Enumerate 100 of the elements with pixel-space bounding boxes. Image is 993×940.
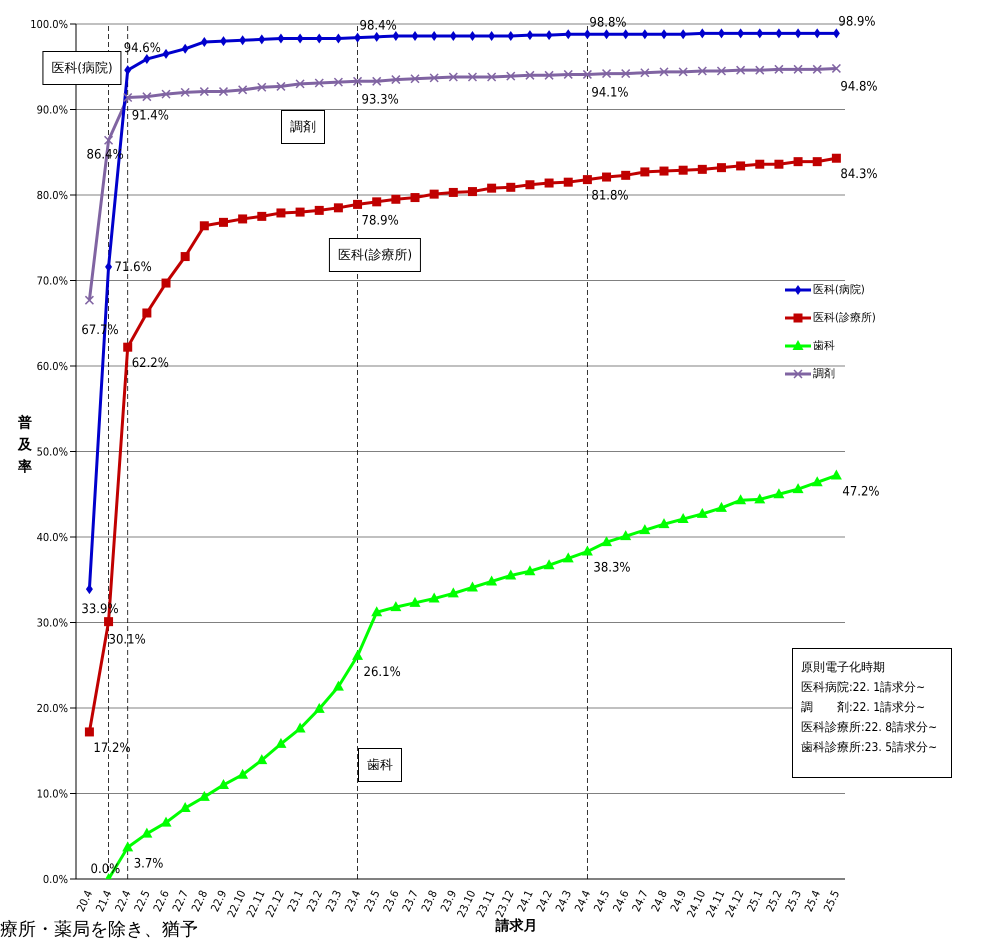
y-tick-label: 50.0% — [36, 445, 68, 458]
point — [773, 488, 784, 498]
x-tick-label: 21.4 — [93, 888, 114, 914]
y-tick-label: 90.0% — [36, 103, 68, 116]
point — [371, 606, 382, 616]
point — [755, 160, 764, 169]
x-tick-label: 23.7 — [400, 888, 421, 914]
point — [198, 790, 210, 801]
x-tick-label: 23.5 — [362, 888, 383, 914]
point — [84, 727, 94, 736]
point — [104, 617, 114, 626]
x-axis-title: 請求月 — [496, 918, 538, 935]
point — [391, 74, 401, 84]
x-tick-label: 22.7 — [170, 888, 192, 914]
point — [659, 67, 669, 77]
x-tick-label: 23.3 — [323, 888, 344, 914]
x-tick-label: 22.5 — [132, 888, 153, 914]
legend-label: 歯科 — [813, 338, 835, 354]
point — [372, 76, 382, 86]
point — [794, 157, 803, 166]
point — [294, 722, 306, 733]
point — [620, 530, 632, 540]
point — [812, 476, 823, 486]
x-tick-label: 23.4 — [342, 888, 364, 914]
point — [678, 166, 688, 175]
x-tick-label: 20.4 — [74, 888, 96, 914]
point — [754, 493, 766, 504]
data-label: 3.7% — [134, 856, 164, 872]
point — [620, 68, 630, 78]
point — [639, 524, 650, 534]
point — [735, 494, 746, 504]
point — [160, 816, 172, 827]
point — [142, 92, 152, 102]
point — [696, 508, 708, 518]
point — [296, 208, 305, 217]
point — [275, 738, 286, 748]
point — [526, 30, 534, 40]
point — [832, 64, 842, 74]
point — [716, 502, 727, 512]
annotation: 医科(病院) — [42, 51, 122, 85]
y-tick-label: 80.0% — [36, 188, 68, 202]
point — [737, 28, 744, 38]
point — [410, 193, 420, 202]
point — [295, 79, 305, 89]
x-tick-label: 24.4 — [572, 888, 594, 914]
point — [122, 92, 132, 102]
data-label: 26.1% — [364, 664, 401, 680]
point — [814, 28, 821, 38]
point — [716, 163, 726, 172]
point — [429, 73, 439, 83]
data-label: 84.3% — [840, 167, 878, 182]
annotation: 原則電子化時期 — [801, 659, 886, 676]
point — [314, 702, 325, 713]
point — [448, 188, 458, 197]
y-tick-label: 100.0% — [30, 18, 68, 31]
annotation: 歯科 — [358, 748, 402, 782]
point — [390, 601, 402, 612]
annotation: 医科診療所:22. 8請求分~ — [801, 719, 938, 736]
point — [220, 36, 227, 46]
point — [468, 72, 478, 82]
point — [352, 76, 362, 86]
point — [774, 160, 784, 169]
data-label: 94.1% — [591, 85, 629, 100]
point — [584, 29, 591, 40]
point — [736, 161, 746, 170]
point — [488, 30, 496, 41]
y-tick-label: 40.0% — [36, 530, 68, 544]
point — [410, 596, 421, 607]
x-tick-label: 24.6 — [610, 888, 632, 914]
x-tick-label: 24.2 — [534, 888, 555, 914]
point — [582, 546, 593, 556]
point — [238, 214, 248, 224]
point — [200, 36, 208, 47]
point — [698, 164, 707, 174]
point — [563, 70, 573, 80]
point — [716, 66, 726, 76]
point — [142, 308, 152, 318]
point — [658, 518, 670, 528]
point — [141, 828, 152, 838]
point — [562, 552, 574, 562]
point — [680, 29, 687, 40]
point — [353, 200, 362, 209]
point — [218, 218, 228, 227]
point — [794, 28, 802, 38]
point — [698, 66, 708, 76]
point — [641, 29, 648, 40]
data-label: 91.4% — [132, 108, 169, 124]
point — [296, 34, 304, 44]
point — [544, 70, 554, 80]
point — [430, 30, 438, 41]
point — [86, 584, 93, 594]
point — [756, 28, 764, 38]
point — [775, 28, 782, 38]
data-label: 62.2% — [132, 356, 169, 372]
point — [316, 34, 323, 44]
point — [832, 154, 841, 163]
point — [257, 212, 266, 221]
point — [332, 680, 344, 691]
y-tick-label: 70.0% — [36, 274, 68, 288]
x-tick-label: 22.8 — [189, 888, 210, 914]
